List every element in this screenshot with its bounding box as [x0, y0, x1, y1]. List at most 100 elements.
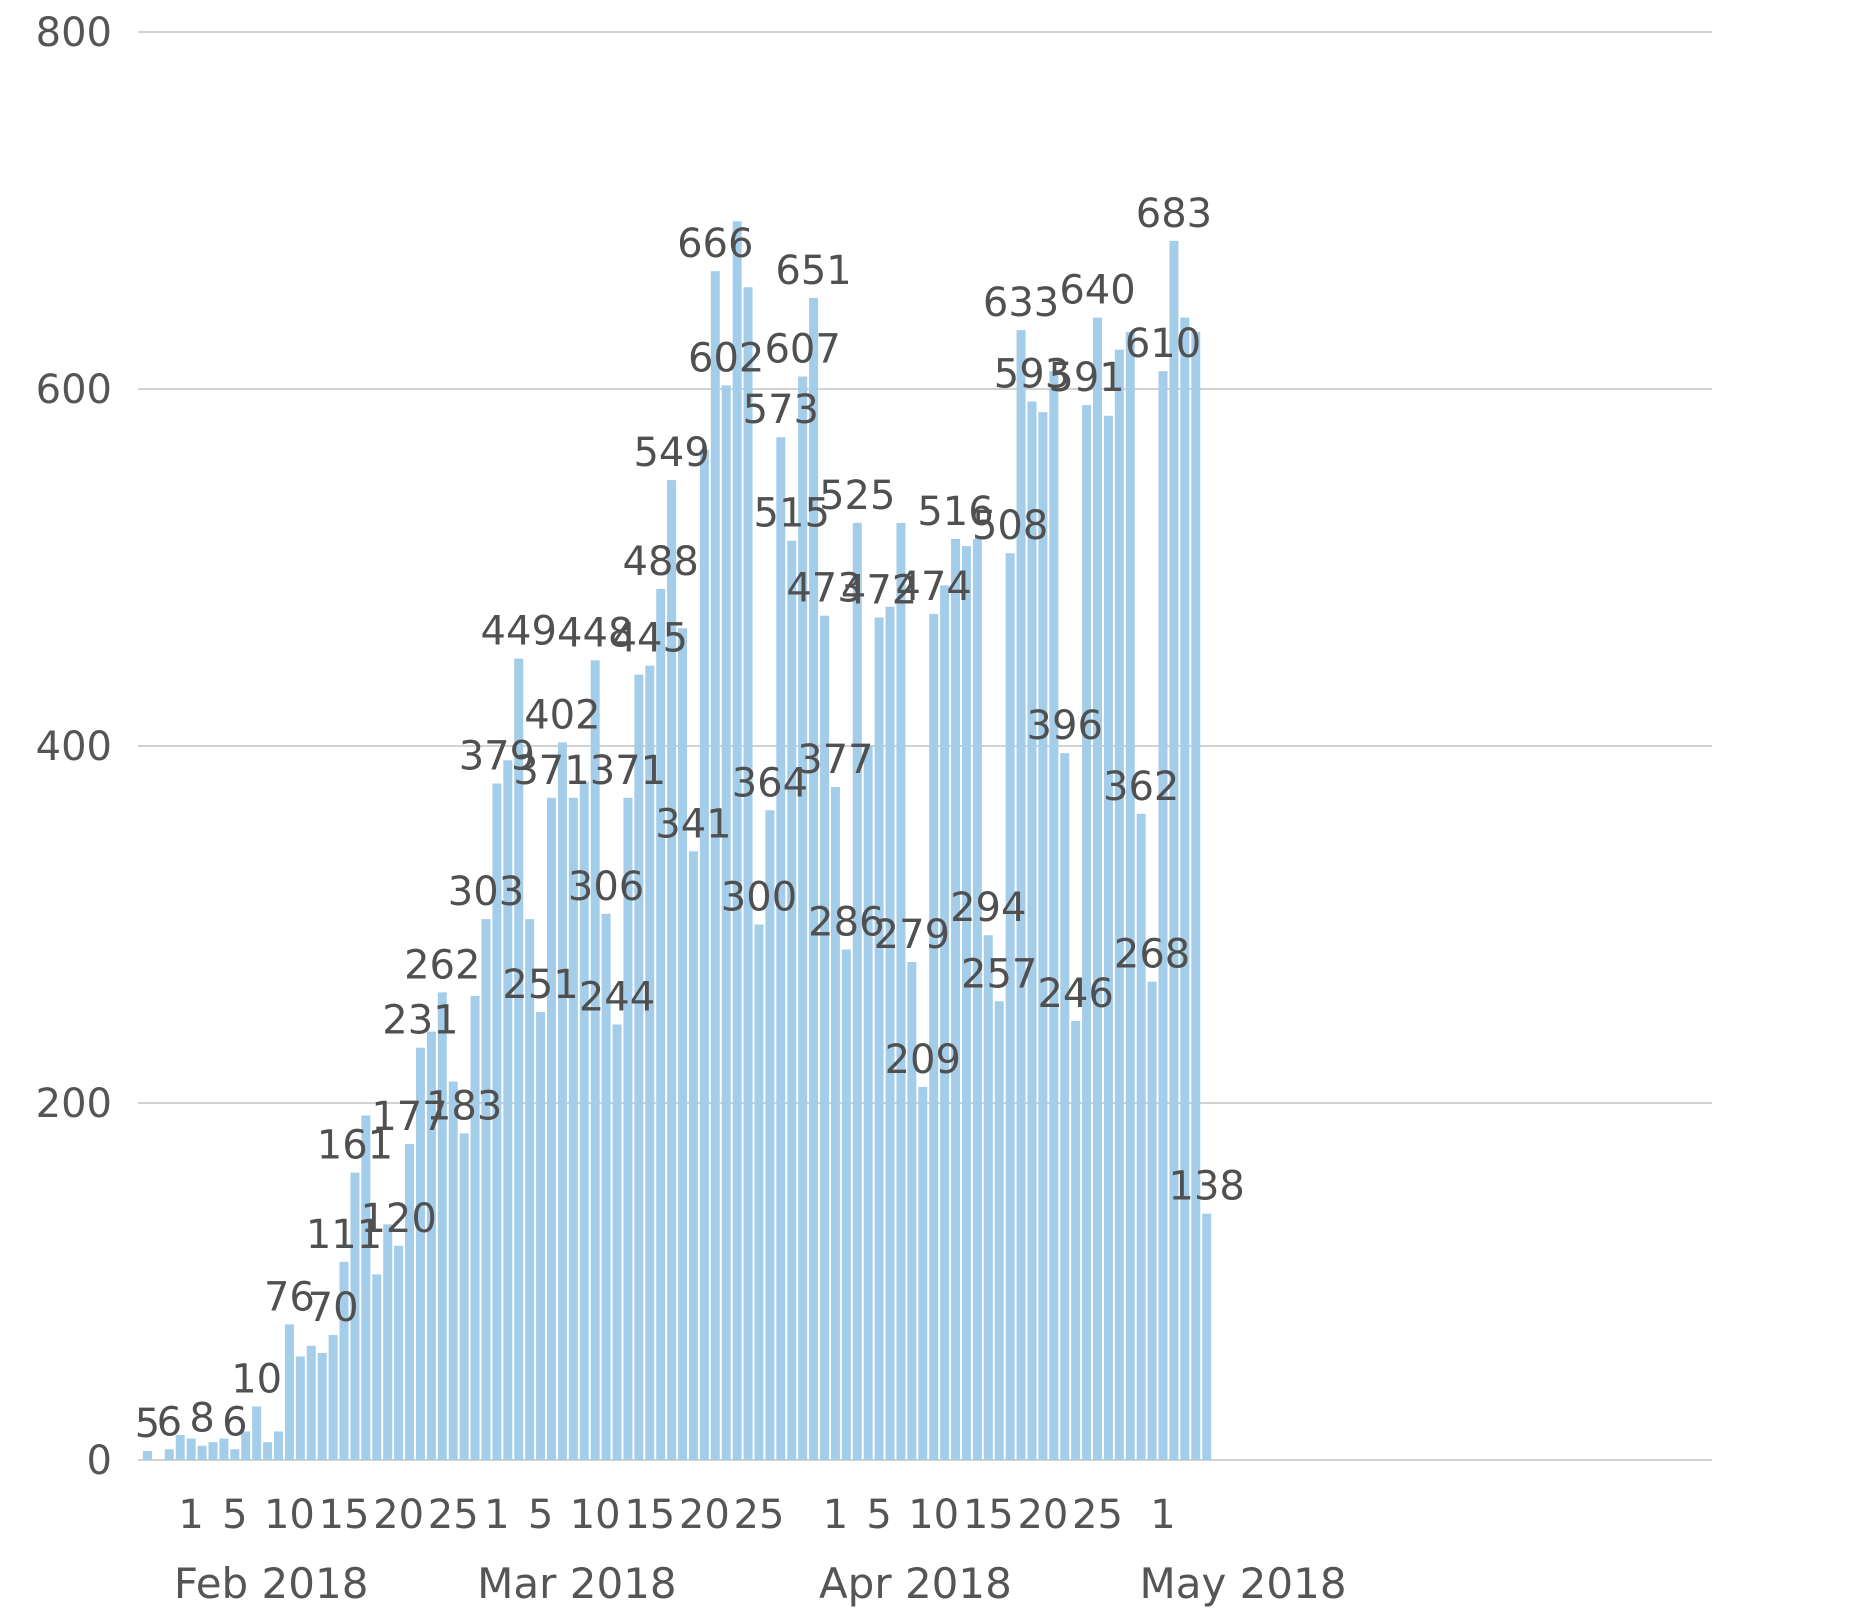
bar[interactable] [721, 385, 731, 1461]
bar[interactable] [448, 1081, 458, 1460]
bar[interactable] [940, 585, 950, 1460]
bar[interactable] [219, 1438, 229, 1460]
bar[interactable] [798, 376, 808, 1460]
bar[interactable] [907, 961, 917, 1460]
data-label: 300 [721, 875, 797, 921]
bar[interactable] [710, 271, 720, 1461]
bar[interactable] [142, 1451, 152, 1460]
bar[interactable] [1180, 317, 1190, 1461]
bar[interactable] [612, 1024, 622, 1460]
bar[interactable] [1147, 981, 1157, 1460]
bar[interactable] [437, 992, 447, 1460]
bar[interactable] [306, 1345, 316, 1460]
bar[interactable] [1114, 349, 1124, 1461]
bar[interactable] [1191, 331, 1201, 1460]
bar[interactable] [699, 449, 709, 1460]
bar[interactable] [470, 995, 480, 1460]
bar[interactable] [841, 949, 851, 1460]
bar[interactable] [579, 781, 589, 1460]
bar[interactable] [1005, 553, 1015, 1460]
bar[interactable] [295, 1356, 305, 1460]
bar[interactable] [1202, 1213, 1212, 1460]
bar[interactable] [568, 797, 578, 1460]
bar[interactable] [1169, 240, 1179, 1461]
bar[interactable] [667, 480, 677, 1460]
bar[interactable] [1093, 317, 1102, 1461]
bar[interactable] [983, 935, 993, 1460]
bar[interactable] [1125, 331, 1135, 1460]
bar[interactable] [1136, 813, 1146, 1460]
bar[interactable] [961, 546, 971, 1460]
bar[interactable] [350, 1172, 360, 1460]
bar[interactable] [284, 1324, 294, 1460]
bar[interactable] [394, 1245, 404, 1460]
bar[interactable] [274, 1431, 283, 1460]
bar[interactable] [732, 221, 742, 1461]
bar[interactable] [547, 797, 556, 1460]
bar[interactable] [197, 1445, 207, 1460]
bar[interactable] [688, 851, 698, 1460]
bar[interactable] [994, 1001, 1004, 1460]
bar[interactable] [634, 674, 644, 1460]
bar[interactable] [852, 522, 862, 1460]
bar[interactable] [503, 760, 513, 1460]
bar[interactable] [328, 1335, 338, 1460]
bar[interactable] [972, 538, 982, 1460]
bar[interactable] [1038, 412, 1048, 1461]
bar[interactable] [645, 665, 655, 1460]
bar[interactable] [951, 538, 961, 1460]
bar[interactable] [361, 1115, 371, 1460]
bar[interactable] [863, 746, 873, 1460]
bar[interactable] [918, 1086, 928, 1460]
bar[interactable] [164, 1449, 174, 1460]
bar[interactable] [536, 1011, 546, 1460]
bar[interactable] [885, 606, 895, 1460]
bar[interactable] [1016, 330, 1026, 1461]
bar[interactable] [743, 287, 753, 1460]
bar[interactable] [678, 628, 688, 1460]
bar[interactable] [820, 615, 829, 1460]
bar[interactable] [765, 810, 775, 1460]
bar[interactable] [481, 919, 491, 1460]
bar[interactable] [1071, 1020, 1081, 1460]
bar[interactable] [208, 1442, 218, 1460]
bar[interactable] [317, 1352, 327, 1460]
bar[interactable] [372, 1274, 382, 1460]
bar[interactable] [263, 1442, 273, 1460]
bar[interactable] [601, 913, 611, 1460]
bar[interactable] [896, 522, 906, 1460]
bar[interactable] [623, 797, 633, 1460]
bar[interactable] [656, 588, 666, 1460]
bar[interactable] [1158, 371, 1168, 1460]
bar[interactable] [492, 783, 502, 1460]
bar[interactable] [787, 540, 797, 1460]
bar[interactable] [1082, 405, 1092, 1461]
bar[interactable] [525, 919, 535, 1460]
bar[interactable] [241, 1431, 251, 1460]
bar[interactable] [415, 1047, 425, 1460]
bar[interactable] [1103, 415, 1113, 1460]
bar[interactable] [929, 613, 939, 1460]
bar[interactable] [1027, 401, 1037, 1460]
bar[interactable] [874, 617, 884, 1460]
bar[interactable] [186, 1438, 196, 1460]
bar[interactable] [426, 1031, 436, 1460]
bar[interactable] [339, 1261, 349, 1460]
bar[interactable] [230, 1449, 240, 1460]
bar[interactable] [1049, 371, 1059, 1460]
bar[interactable] [405, 1144, 415, 1460]
bar[interactable] [1060, 753, 1070, 1460]
bar[interactable] [252, 1406, 262, 1460]
bar[interactable] [776, 437, 786, 1460]
bar[interactable] [459, 1133, 469, 1460]
bar[interactable] [383, 1224, 393, 1460]
bar[interactable] [557, 742, 567, 1460]
data-label: 183 [426, 1083, 502, 1129]
bar[interactable] [830, 787, 840, 1460]
bar[interactable] [175, 1435, 185, 1460]
bar[interactable] [754, 924, 764, 1461]
bar[interactable] [809, 297, 819, 1461]
bar[interactable] [514, 658, 524, 1460]
bar[interactable] [590, 660, 600, 1460]
data-label: 525 [819, 473, 895, 519]
